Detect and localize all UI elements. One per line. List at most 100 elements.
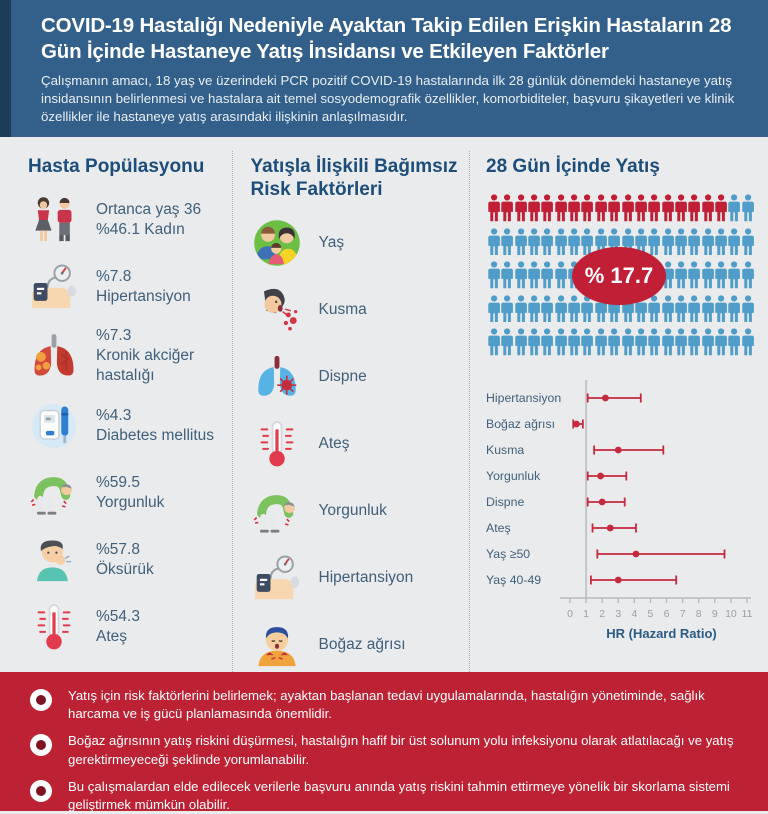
- person-icon: [741, 228, 754, 255]
- person-icon: [514, 228, 527, 255]
- x-tick-label: 4: [631, 608, 637, 620]
- person-icon: [688, 194, 701, 222]
- lung-disease-icon: [28, 330, 80, 382]
- person-icon: [488, 228, 500, 255]
- vomiting-icon: [251, 284, 303, 336]
- person-icon: [541, 295, 554, 322]
- person-icon: [541, 228, 554, 255]
- pictogram-grid: [488, 194, 754, 356]
- risk-factor-item: Dispne: [251, 349, 463, 404]
- person-icon: [501, 261, 514, 289]
- person-icon: [501, 328, 514, 356]
- risk-factor-list: Yaş Kusma Dispne Ateş Yorgunluk Hipertansiyon…: [251, 215, 463, 672]
- forest-row-label: Yaş 40-49: [486, 573, 541, 587]
- risk-factor-label: Hipertansiyon: [318, 568, 414, 586]
- x-axis-label: HR (Hazard Ratio): [606, 626, 717, 641]
- person-icon: [741, 328, 754, 356]
- section-risk-factors: Yatışla İlişkili Bağımsız Risk Faktörler…: [233, 151, 470, 672]
- person-icon: [581, 194, 594, 222]
- person-icon: [488, 261, 500, 289]
- person-icon: [541, 328, 554, 356]
- person-icon: [555, 194, 567, 222]
- forest-point: [597, 472, 604, 480]
- conclusion-text: Boğaz ağrısının yatış riskini düşürmesi,…: [68, 733, 734, 767]
- person-icon: [555, 328, 567, 356]
- person-icon: [728, 228, 741, 255]
- person-icon: [635, 328, 647, 356]
- person-icon: [621, 328, 634, 356]
- person-icon: [701, 228, 714, 255]
- forest-row-label: Yaş ≥50: [486, 547, 530, 561]
- conclusion-item: Bu çalışmalardan elde edilecek verilerle…: [30, 778, 742, 814]
- population-item-label: Ortanca yaş 36 %46.1 Kadın: [96, 200, 202, 238]
- person-icon: [555, 295, 567, 322]
- person-icon: [675, 261, 687, 289]
- glucometer-icon: [28, 400, 80, 452]
- footer-conclusions: Yatış için risk faktörlerini belirlemek;…: [0, 672, 768, 814]
- person-icon: [688, 228, 701, 255]
- person-icon: [701, 261, 714, 289]
- bullet-icon: [30, 689, 52, 711]
- x-tick-label: 11: [742, 608, 753, 620]
- person-icon: [608, 328, 621, 356]
- forest-row-label: Hipertansiyon: [486, 391, 561, 405]
- population-item: %4.3 Diabetes mellitus: [28, 399, 226, 454]
- forest-row-label: Ateş: [486, 521, 511, 535]
- person-icon: [728, 194, 741, 222]
- person-icon: [595, 194, 607, 222]
- forest-point: [606, 524, 614, 532]
- forest-point: [614, 576, 622, 584]
- person-icon: [701, 295, 714, 322]
- person-icon: [661, 295, 674, 322]
- population-list: Ortanca yaş 36 %46.1 Kadın %7.8 Hipertansiy…: [28, 192, 226, 654]
- person-icon: [688, 261, 701, 289]
- section-admission: 28 Gün İçinde Yatış % 17.7 0 1 2 3 4 5 6 7 8 9 10 1…: [470, 151, 768, 672]
- person-icon: [514, 295, 527, 322]
- population-item: %59.5 Yorgunluk: [28, 466, 226, 521]
- person-icon: [488, 328, 500, 356]
- population-item: %54.3 Ateş: [28, 600, 226, 655]
- x-tick-label: 8: [696, 608, 702, 620]
- risk-factor-label: Ateş: [318, 434, 350, 452]
- forest-row-label: Yorgunluk: [486, 469, 541, 483]
- main-content: Hasta Popülasyonu Ortanca yaş 36 %46.1 Ka…: [0, 137, 768, 672]
- x-tick-label: 1: [583, 608, 589, 620]
- risk-factor-item: Boğaz ağrısı: [251, 617, 463, 672]
- conclusion-text: Bu çalışmalardan elde edilecek verilerle…: [68, 778, 730, 813]
- risk-factor-label: Yaş: [318, 233, 345, 251]
- person-icon: [488, 295, 500, 322]
- population-item-label: %57.8 Öksürük: [96, 540, 154, 579]
- person-icon: [501, 295, 514, 322]
- person-icon: [648, 228, 661, 255]
- dyspnea-lungs-icon: [251, 351, 303, 403]
- person-icon: [514, 194, 527, 222]
- risk-factor-item: Yaş: [251, 215, 463, 270]
- forest-row-label: Kusma: [486, 443, 524, 457]
- thermometer-icon: [251, 418, 303, 470]
- forest-point: [598, 498, 606, 506]
- person-icon: [621, 194, 634, 222]
- person-icon: [661, 194, 674, 222]
- person-icon: [675, 194, 687, 222]
- x-tick-label: 0: [567, 608, 573, 620]
- blood-pressure-icon: [251, 552, 303, 604]
- person-icon: [648, 328, 661, 356]
- forest-point: [614, 446, 622, 454]
- person-icon: [528, 194, 540, 222]
- risk-factor-item: Hipertansiyon: [251, 550, 463, 605]
- page-title: COVID-19 Hastalığı Nedeniyle Ayaktan Tak…: [41, 14, 732, 64]
- person-icon: [568, 328, 581, 356]
- population-item: %7.3 Kronik akciğer hastalığı: [28, 326, 226, 386]
- population-item-label: %59.5 Yorgunluk: [96, 473, 165, 512]
- admission-rate-badge: % 17.7: [572, 247, 666, 306]
- person-icon: [568, 295, 581, 322]
- population-item: %7.8 Hipertansiyon: [28, 259, 226, 314]
- forest-plot: 0 1 2 3 4 5 6 7 8 9 10 11 HR (Hazard Ratio) Hipertans…: [486, 374, 754, 649]
- risk-factor-item: Yorgunluk: [251, 483, 463, 538]
- person-icon: [514, 261, 527, 289]
- person-icon: [648, 295, 661, 322]
- person-icon: [715, 261, 727, 289]
- x-tick-label: 2: [599, 608, 605, 620]
- person-icon: [715, 295, 727, 322]
- person-icon: [528, 295, 540, 322]
